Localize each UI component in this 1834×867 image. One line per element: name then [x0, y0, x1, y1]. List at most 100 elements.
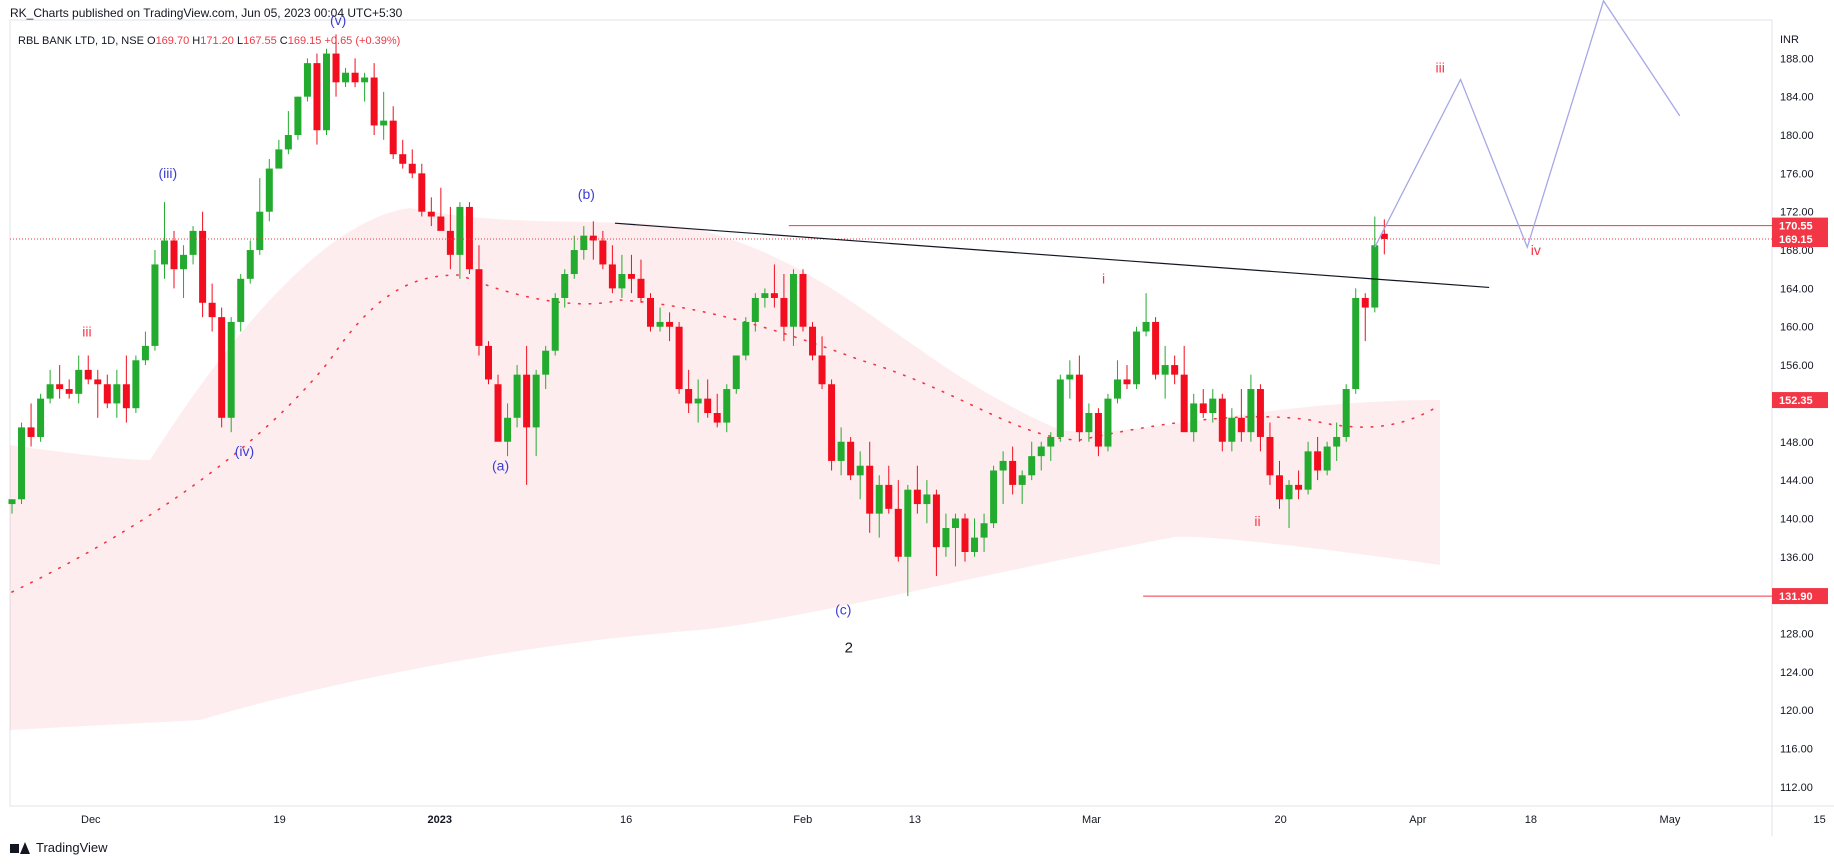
- low-label: L: [236, 35, 244, 47]
- candle-body: [1209, 398, 1217, 413]
- y-tick-label: 116.00: [1780, 743, 1813, 755]
- candle-body: [894, 508, 902, 557]
- candle-body: [532, 374, 540, 428]
- open-label: O: [147, 35, 156, 47]
- candle-body: [618, 274, 626, 289]
- candle-body: [94, 379, 102, 385]
- x-tick-label: 15: [1814, 814, 1826, 826]
- candle-body: [694, 398, 702, 404]
- candle-body: [1256, 389, 1264, 437]
- symbol-name[interactable]: RBL BANK LTD, 1D, NSE: [18, 35, 144, 47]
- candle-body: [322, 53, 330, 131]
- candle-body: [475, 269, 483, 346]
- wave-label: 2: [845, 640, 853, 657]
- candle-body: [56, 384, 64, 390]
- candle-body: [885, 484, 893, 509]
- candle-body: [1218, 398, 1226, 442]
- candle-body: [1066, 374, 1074, 380]
- x-tick-label: 19: [274, 814, 286, 826]
- y-tick-label: 148.00: [1780, 437, 1814, 449]
- wave-label: (a): [492, 458, 509, 474]
- candle-body: [685, 389, 693, 404]
- candle-body: [389, 120, 397, 155]
- candle-body: [199, 230, 207, 303]
- price-tag-bg: [1772, 217, 1828, 234]
- candle-body: [523, 374, 531, 428]
- wave-label: iii: [1436, 60, 1445, 76]
- candle-body: [265, 168, 273, 212]
- candle-body: [132, 360, 140, 409]
- candle-body: [208, 302, 216, 318]
- candle-body: [1133, 331, 1141, 385]
- candle-body: [342, 72, 350, 83]
- candle-body: [1152, 321, 1160, 375]
- candle-body: [732, 355, 740, 390]
- wave-label: iv: [1531, 242, 1541, 258]
- candle-body: [580, 235, 588, 251]
- candle-body: [65, 389, 73, 394]
- candle-body: [18, 427, 26, 500]
- wave-label: ii: [1254, 513, 1260, 529]
- candle-body: [999, 460, 1007, 471]
- x-tick-label: Apr: [1409, 814, 1426, 826]
- candle-body: [427, 211, 435, 217]
- y-tick-label: 180.00: [1780, 130, 1814, 142]
- candle-body: [1085, 413, 1093, 433]
- candle-body: [551, 297, 559, 351]
- candle-body: [913, 489, 921, 505]
- candle-body: [46, 384, 54, 399]
- candle-body: [456, 206, 464, 255]
- candle-body: [361, 77, 369, 83]
- wave-label: (b): [578, 186, 595, 202]
- candle-body: [1199, 403, 1207, 413]
- candle-body: [351, 72, 359, 83]
- candle-body: [637, 278, 645, 298]
- candle-body: [237, 278, 245, 322]
- candle-body: [437, 216, 445, 231]
- candle-body: [513, 374, 521, 418]
- candle-body: [828, 384, 836, 461]
- candle-body: [160, 240, 168, 265]
- candle-body: [961, 518, 969, 552]
- wave-label: (c): [835, 601, 851, 617]
- candle-body: [256, 211, 264, 251]
- candle-body: [8, 499, 16, 505]
- candle-body: [799, 274, 807, 327]
- candle-body: [809, 326, 817, 356]
- candle-body: [1171, 365, 1179, 375]
- candle-body: [1380, 233, 1388, 240]
- y-tick-label: 112.00: [1780, 782, 1813, 794]
- candle-body: [923, 494, 931, 505]
- candle-body: [504, 417, 512, 442]
- candle-body: [37, 398, 45, 437]
- candle-body: [837, 441, 845, 461]
- candle-body: [218, 317, 226, 418]
- candle-body: [408, 163, 416, 174]
- resistance-trendline: [614, 222, 1490, 289]
- moving-average-band: [10, 208, 1440, 730]
- candle-body: [713, 413, 721, 423]
- x-tick-label: Dec: [81, 814, 101, 826]
- candle-body: [1123, 379, 1131, 385]
- candle-body: [932, 494, 940, 548]
- candle-body: [1247, 389, 1255, 433]
- y-tick-label: 144.00: [1780, 475, 1814, 487]
- wave-label: (iii): [158, 165, 177, 181]
- candle-body: [380, 120, 388, 126]
- symbol-info-bar: RBL BANK LTD, 1D, NSE O169.70 H171.20 L1…: [18, 35, 400, 47]
- candle-body: [875, 484, 883, 514]
- price-tag-bg: [1772, 231, 1828, 248]
- candle-body: [1228, 417, 1236, 442]
- candle-body: [1009, 460, 1017, 485]
- candle-body: [399, 154, 407, 164]
- candle-body: [303, 63, 311, 97]
- y-tick-label: 128.00: [1780, 628, 1814, 640]
- candle-body: [122, 384, 130, 409]
- x-tick-label: Mar: [1082, 814, 1101, 826]
- wave-label: iii: [82, 323, 91, 339]
- y-tick-label: 140.00: [1780, 513, 1814, 525]
- y-tick-label: 120.00: [1780, 705, 1814, 717]
- candle-body: [294, 96, 302, 136]
- candle-body: [818, 355, 826, 385]
